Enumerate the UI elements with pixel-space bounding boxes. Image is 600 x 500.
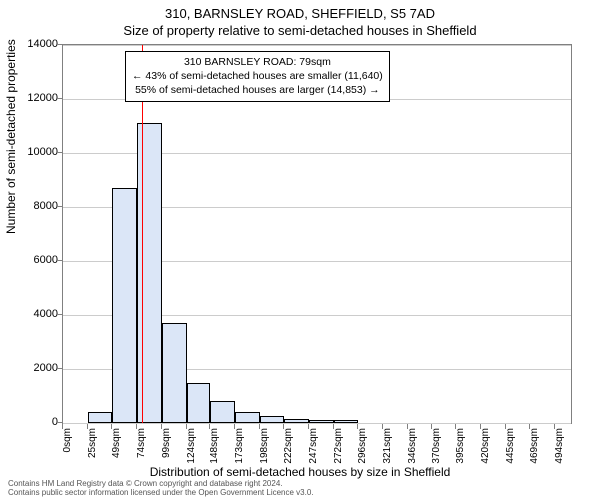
y-tick-label: 2000	[8, 362, 58, 374]
y-tick-label: 6000	[8, 254, 58, 266]
x-tick-label: 395sqm	[455, 428, 466, 468]
y-tick-mark	[57, 98, 62, 99]
y-tick-label: 14000	[8, 38, 58, 50]
histogram-bar	[235, 412, 260, 423]
x-tick-label: 124sqm	[186, 428, 197, 468]
x-tick-label: 0sqm	[62, 428, 73, 468]
x-tick-label: 370sqm	[431, 428, 442, 468]
x-tick-label: 25sqm	[87, 428, 98, 468]
x-tick-label: 469sqm	[529, 428, 540, 468]
reference-line	[142, 45, 143, 423]
title-sub: Size of property relative to semi-detach…	[0, 21, 600, 38]
y-tick-mark	[57, 368, 62, 369]
footer-line-2: Contains public sector information licen…	[8, 489, 314, 498]
histogram-bar	[334, 420, 358, 423]
histogram-bar	[137, 123, 162, 423]
x-tick-label: 74sqm	[136, 428, 147, 468]
histogram-bar	[210, 401, 235, 423]
gridline	[63, 423, 571, 424]
annotation-line-1: 310 BARNSLEY ROAD: 79sqm	[132, 55, 383, 69]
annotation-line-3: 55% of semi-detached houses are larger (…	[132, 83, 383, 97]
annotation-box: 310 BARNSLEY ROAD: 79sqm ← 43% of semi-d…	[125, 51, 390, 102]
chart-container: 310, BARNSLEY ROAD, SHEFFIELD, S5 7AD Si…	[0, 0, 600, 500]
histogram-bar	[284, 419, 309, 423]
histogram-bar	[187, 383, 211, 424]
histogram-bar	[112, 188, 137, 423]
title-main: 310, BARNSLEY ROAD, SHEFFIELD, S5 7AD	[0, 0, 600, 21]
x-tick-label: 272sqm	[333, 428, 344, 468]
footer: Contains HM Land Registry data © Crown c…	[8, 480, 314, 498]
y-tick-label: 10000	[8, 146, 58, 158]
y-tick-mark	[57, 44, 62, 45]
x-tick-label: 173sqm	[234, 428, 245, 468]
y-tick-label: 0	[8, 416, 58, 428]
histogram-bar	[260, 416, 284, 423]
annotation-line-2: ← 43% of semi-detached houses are smalle…	[132, 69, 383, 83]
x-tick-label: 420sqm	[480, 428, 491, 468]
x-tick-label: 49sqm	[111, 428, 122, 468]
plot-area: 310 BARNSLEY ROAD: 79sqm ← 43% of semi-d…	[62, 44, 572, 424]
y-tick-label: 12000	[8, 92, 58, 104]
x-tick-label: 494sqm	[554, 428, 565, 468]
x-tick-label: 99sqm	[161, 428, 172, 468]
y-tick-mark	[57, 152, 62, 153]
y-tick-mark	[57, 314, 62, 315]
x-tick-label: 148sqm	[209, 428, 220, 468]
y-tick-mark	[57, 206, 62, 207]
y-tick-mark	[57, 422, 62, 423]
x-tick-label: 321sqm	[382, 428, 393, 468]
x-tick-label: 445sqm	[505, 428, 516, 468]
histogram-bar	[309, 420, 334, 423]
x-tick-label: 198sqm	[259, 428, 270, 468]
histogram-bar	[88, 412, 112, 423]
histogram-bar	[162, 323, 187, 423]
x-tick-label: 222sqm	[283, 428, 294, 468]
y-tick-label: 4000	[8, 308, 58, 320]
x-tick-label: 247sqm	[308, 428, 319, 468]
gridline	[63, 45, 571, 46]
x-tick-label: 296sqm	[357, 428, 368, 468]
y-tick-mark	[57, 260, 62, 261]
y-tick-label: 8000	[8, 200, 58, 212]
x-tick-label: 346sqm	[407, 428, 418, 468]
